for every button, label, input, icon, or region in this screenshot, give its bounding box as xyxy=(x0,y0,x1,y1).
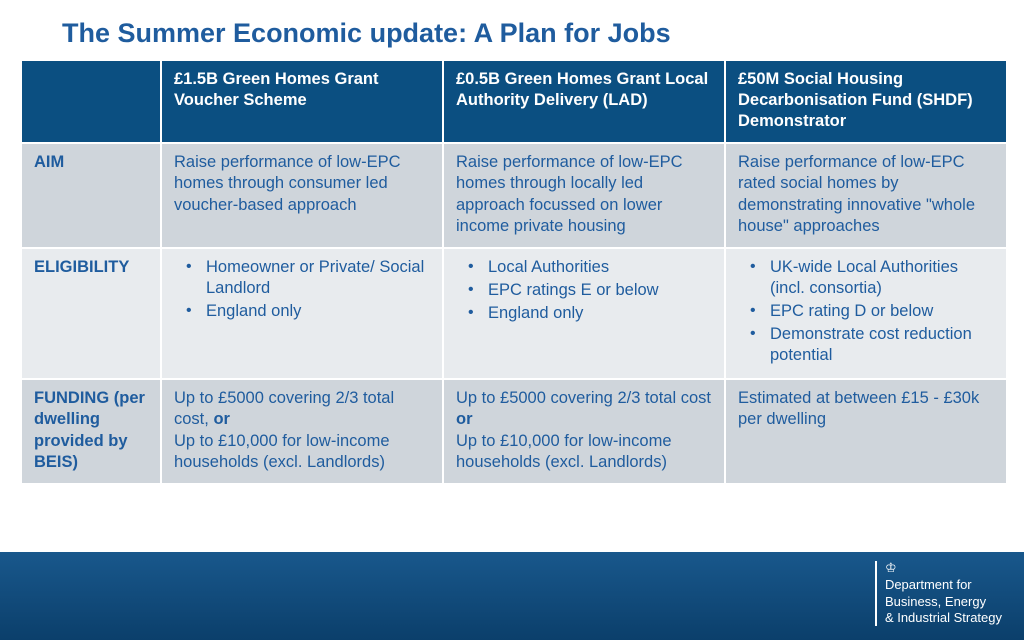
dept-line-3: & Industrial Strategy xyxy=(885,610,1002,626)
row-aim: AIM Raise performance of low-EPC homes t… xyxy=(21,143,1007,247)
list-item: Homeowner or Private/ Social Landlord xyxy=(180,257,432,299)
fund-c2-b: Up to £10,000 for low-income households … xyxy=(456,432,672,471)
row-elig-c1: Homeowner or Private/ Social Landlord En… xyxy=(161,248,443,380)
list-item: EPC rating D or below xyxy=(744,301,996,322)
dept-line-1: Department for xyxy=(885,577,1002,593)
row-elig-c2: Local Authorities EPC ratings E or below… xyxy=(443,248,725,380)
slide: The Summer Economic update: A Plan for J… xyxy=(0,0,1024,640)
fund-c2-or: or xyxy=(456,410,473,428)
elig-c2-list: Local Authorities EPC ratings E or below… xyxy=(456,257,714,324)
dept-line-2: Business, Energy xyxy=(885,594,1002,610)
header-col-3: £50M Social Housing Decarbonisation Fund… xyxy=(725,60,1007,143)
fund-c1-b: Up to £10,000 for low-income households … xyxy=(174,432,390,471)
list-item: EPC ratings E or below xyxy=(462,280,714,301)
brand-bar xyxy=(875,561,877,626)
row-fund-c1: Up to £5000 covering 2/3 total cost, or … xyxy=(161,379,443,483)
page-title: The Summer Economic update: A Plan for J… xyxy=(0,0,1024,59)
comparison-table: £1.5B Green Homes Grant Voucher Scheme £… xyxy=(20,59,1008,485)
list-item: Demonstrate cost reduction potential xyxy=(744,324,996,366)
list-item: England only xyxy=(462,303,714,324)
row-fund-label: FUNDING (per dwelling provided by BEIS) xyxy=(21,379,161,483)
fund-c1-a: Up to £5000 covering 2/3 total cost, xyxy=(174,389,394,428)
footer-gap xyxy=(0,544,1024,552)
header-col-2: £0.5B Green Homes Grant Local Authority … xyxy=(443,60,725,143)
row-fund-c2: Up to £5000 covering 2/3 total cost or U… xyxy=(443,379,725,483)
elig-c3-list: UK-wide Local Authorities (incl. consort… xyxy=(738,257,996,367)
list-item: UK-wide Local Authorities (incl. consort… xyxy=(744,257,996,299)
row-aim-c3: Raise performance of low-EPC rated socia… xyxy=(725,143,1007,247)
row-eligibility: ELIGIBILITY Homeowner or Private/ Social… xyxy=(21,248,1007,380)
comparison-table-wrap: £1.5B Green Homes Grant Voucher Scheme £… xyxy=(0,59,1024,485)
row-aim-label: AIM xyxy=(21,143,161,247)
list-item: Local Authorities xyxy=(462,257,714,278)
row-funding: FUNDING (per dwelling provided by BEIS) … xyxy=(21,379,1007,483)
header-empty xyxy=(21,60,161,143)
row-aim-c1: Raise performance of low-EPC homes throu… xyxy=(161,143,443,247)
row-elig-label: ELIGIBILITY xyxy=(21,248,161,380)
crown-icon: ♔ xyxy=(885,561,1002,574)
fund-c2-a: Up to £5000 covering 2/3 total cost xyxy=(456,389,711,407)
footer-bar: ♔ Department for Business, Energy & Indu… xyxy=(0,544,1024,640)
table-header-row: £1.5B Green Homes Grant Voucher Scheme £… xyxy=(21,60,1007,143)
elig-c1-list: Homeowner or Private/ Social Landlord En… xyxy=(174,257,432,322)
department-brand: ♔ Department for Business, Energy & Indu… xyxy=(883,561,1002,626)
header-col-1: £1.5B Green Homes Grant Voucher Scheme xyxy=(161,60,443,143)
list-item: England only xyxy=(180,301,432,322)
row-fund-c3: Estimated at between £15 - £30k per dwel… xyxy=(725,379,1007,483)
row-elig-c3: UK-wide Local Authorities (incl. consort… xyxy=(725,248,1007,380)
fund-c1-or: or xyxy=(213,410,230,428)
row-aim-c2: Raise performance of low-EPC homes throu… xyxy=(443,143,725,247)
